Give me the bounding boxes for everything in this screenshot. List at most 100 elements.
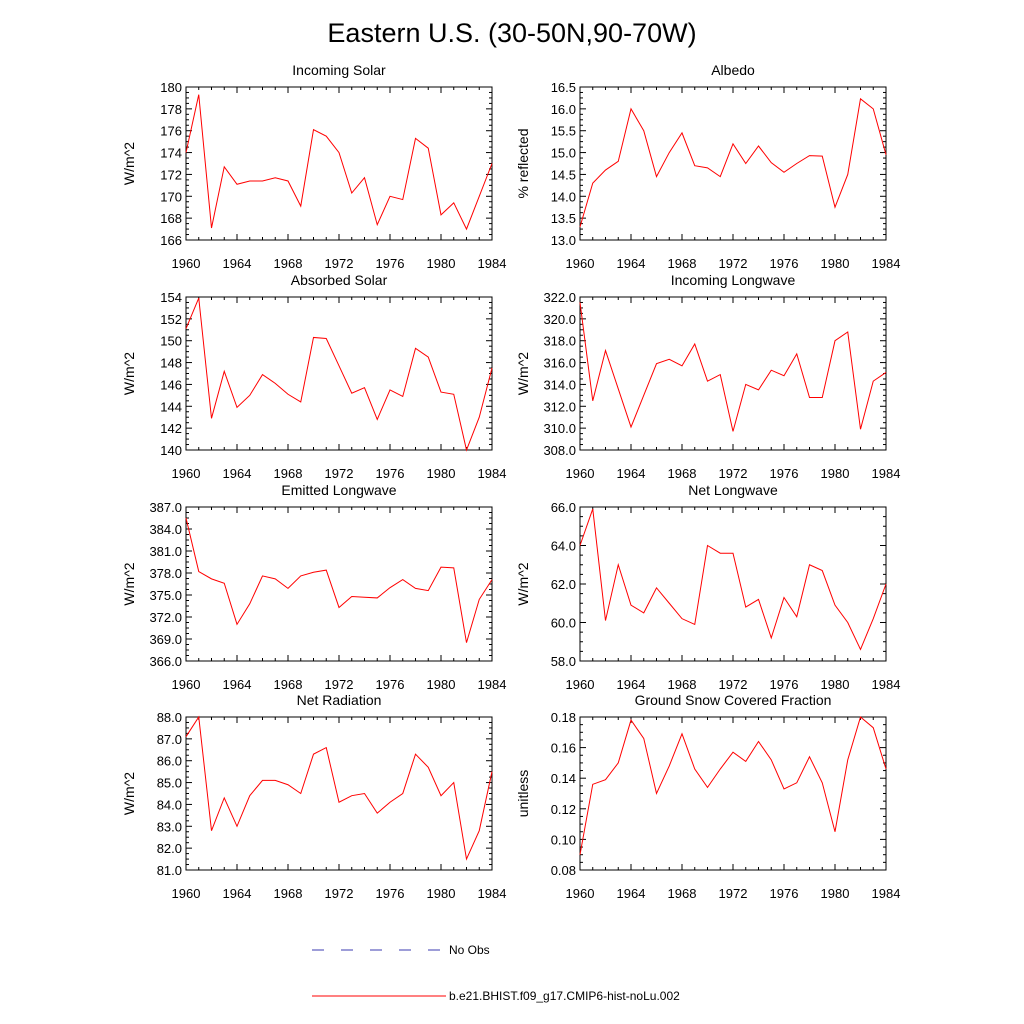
y-tick-label: 62.0 [551,577,576,592]
x-tick-label: 1960 [172,677,201,692]
y-tick-label: 142 [160,421,182,436]
y-tick-label: 16.5 [551,80,576,95]
chart-panel-7: 1960 1964 1968 1972 1976 1980 1984 0.08 0.10 0.12… [515,692,900,901]
panel-title: Albedo [711,62,755,78]
plot-frame [579,506,887,662]
y-tick-label: 150 [160,334,182,349]
x-tick-label: 1980 [821,886,850,901]
x-tick-label: 1960 [566,677,595,692]
x-tick-label: 1960 [172,466,201,481]
chart-panel-4: 1960 1964 1968 1972 1976 1980 1984 366.0 369.0 37… [121,482,506,692]
y-axis-label: W/m^2 [515,352,531,395]
y-tick-label: 366.0 [149,654,182,669]
x-tick-label: 1960 [172,256,201,271]
y-tick-label: 82.0 [157,841,182,856]
y-tick-label: 384.0 [149,522,182,537]
y-tick-label: 146 [160,377,182,392]
x-tick-label: 1960 [566,466,595,481]
series-line [579,508,887,651]
x-tick-label: 1964 [223,886,252,901]
y-axis-label: W/m^2 [515,562,531,605]
x-tick-label: 1972 [325,256,354,271]
y-tick-label: 0.14 [551,771,576,786]
y-tick-label: 176 [160,124,182,139]
x-tick-label: 1976 [770,256,799,271]
x-tick-label: 1972 [325,466,354,481]
y-tick-label: 316.0 [543,356,576,371]
y-tick-label: 14.5 [551,167,576,182]
x-tick-label: 1972 [325,677,354,692]
x-tick-label: 1968 [668,466,697,481]
x-tick-label: 1968 [274,256,303,271]
y-tick-label: 0.12 [551,802,576,817]
y-tick-label: 84.0 [157,797,182,812]
panel-title: Ground Snow Covered Fraction [635,692,832,708]
x-tick-label: 1976 [376,886,405,901]
legend-label-no-obs: No Obs [449,943,490,957]
plot-frame [579,716,887,871]
x-tick-label: 1976 [376,466,405,481]
x-tick-label: 1984 [872,677,901,692]
x-tick-label: 1968 [274,886,303,901]
chart-panel-0: 1960 1964 1968 1972 1976 1980 1984 166 168 170 172… [121,62,506,271]
y-tick-label: 172 [160,167,182,182]
x-tick-label: 1972 [719,466,748,481]
y-tick-label: 375.0 [149,588,182,603]
series-line [579,716,887,855]
x-tick-label: 1964 [223,677,252,692]
x-tick-label: 1968 [274,466,303,481]
y-tick-label: 0.18 [551,710,576,725]
x-tick-label: 1964 [617,677,646,692]
x-tick-label: 1964 [617,886,646,901]
x-tick-label: 1964 [223,256,252,271]
panel-title: Incoming Longwave [671,272,796,288]
x-tick-label: 1980 [427,466,456,481]
y-tick-label: 58.0 [551,654,576,669]
series-line [579,97,887,228]
y-tick-label: 178 [160,102,182,117]
y-tick-label: 15.5 [551,124,576,139]
series-line [185,517,493,643]
y-tick-label: 312.0 [543,399,576,414]
y-axis-label: W/m^2 [121,142,137,185]
y-axis-label: W/m^2 [121,772,137,815]
panel-title: Net Radiation [297,692,382,708]
y-tick-label: 310.0 [543,421,576,436]
y-tick-label: 387.0 [149,500,182,515]
x-tick-label: 1976 [376,256,405,271]
legend: No Obs b.e21.BHIST.f09_g17.CMIP6-hist-no… [312,943,680,1003]
y-tick-label: 0.10 [551,832,576,847]
series-line [185,715,493,861]
x-tick-label: 1984 [478,677,507,692]
x-tick-label: 1964 [617,256,646,271]
x-tick-label: 1968 [668,886,697,901]
x-tick-label: 1984 [872,466,901,481]
y-tick-label: 174 [160,146,182,161]
x-tick-label: 1984 [478,256,507,271]
x-tick-label: 1984 [478,886,507,901]
x-tick-label: 1968 [668,256,697,271]
x-tick-label: 1964 [617,466,646,481]
y-tick-label: 378.0 [149,566,182,581]
y-tick-label: 320.0 [543,312,576,327]
y-tick-label: 0.08 [551,863,576,878]
y-tick-label: 13.0 [551,233,576,248]
y-tick-label: 180 [160,80,182,95]
x-tick-label: 1980 [427,256,456,271]
chart-panel-6: 1960 1964 1968 1972 1976 1980 1984 81.0 82.0 83.0… [121,692,506,901]
x-tick-label: 1984 [872,256,901,271]
x-tick-label: 1976 [770,886,799,901]
y-tick-label: 15.0 [551,146,576,161]
y-axis-label: % reflected [515,128,531,198]
x-tick-label: 1980 [427,886,456,901]
y-tick-label: 66.0 [551,500,576,515]
y-axis-label: W/m^2 [121,562,137,605]
x-tick-label: 1968 [668,677,697,692]
chart-panel-3: 1960 1964 1968 1972 1976 1980 1984 308.0 310.0 31… [515,272,900,481]
figure-title: Eastern U.S. (30-50N,90-70W) [327,18,696,48]
y-tick-label: 372.0 [149,610,182,625]
x-tick-label: 1980 [821,466,850,481]
series-line [579,302,887,432]
panel-title: Net Longwave [688,482,778,498]
x-tick-label: 1984 [478,466,507,481]
